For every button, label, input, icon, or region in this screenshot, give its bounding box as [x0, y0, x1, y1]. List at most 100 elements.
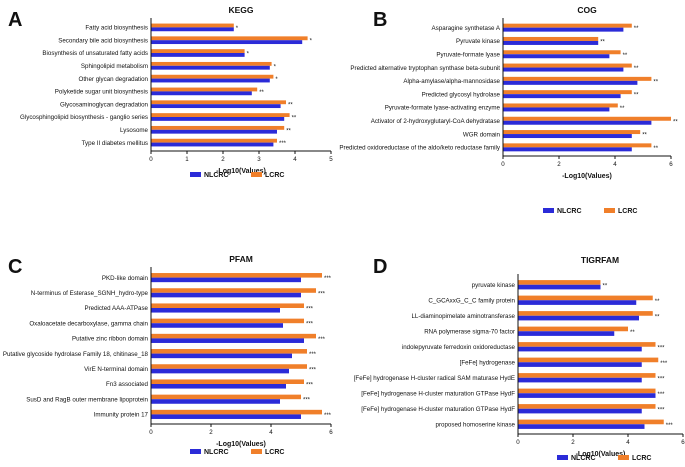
significance-mark: **	[673, 119, 678, 125]
significance-mark: ***	[666, 423, 674, 429]
significance-mark: ***	[324, 413, 332, 419]
bar-nlcrc	[151, 414, 301, 419]
bar-lcrc	[518, 357, 659, 363]
bar-lcrc	[503, 50, 621, 55]
bar-nlcrc	[151, 117, 285, 121]
category-label: Pyruvate-formate lyase	[436, 51, 500, 58]
bar-lcrc	[503, 23, 632, 28]
significance-mark: **	[620, 106, 625, 112]
bar-nlcrc	[518, 284, 601, 290]
category-label: Lysosome	[120, 127, 149, 134]
category-label: Predicted glycosyl hydrolase	[422, 91, 501, 98]
significance-mark: **	[292, 116, 297, 122]
category-label: Fatty acid biosynthesis	[85, 25, 148, 32]
bar-lcrc	[151, 273, 322, 278]
bar-nlcrc	[151, 292, 301, 298]
significance-mark: *	[275, 77, 278, 83]
panel-letter: D	[373, 256, 387, 278]
panel-title: PFAM	[229, 254, 253, 264]
bar-nlcrc	[503, 27, 624, 32]
significance-mark: *	[274, 64, 277, 70]
category-label: Biosynthesis of unsaturated fatty acids	[42, 50, 148, 57]
x-tick-label: 2	[209, 429, 213, 436]
panel-c: C PFAM PKD-like domain *** N-terminus of Est…	[3, 254, 333, 456]
bar-nlcrc	[151, 104, 281, 109]
bar-nlcrc	[503, 94, 621, 99]
legend-swatch-lcrc	[251, 172, 262, 177]
bar-lcrc	[518, 342, 656, 347]
bar-lcrc	[151, 333, 316, 339]
panel-d: D TIGRFAM pyruvate kinase ** C_GCAxxG_C_C fa…	[354, 255, 685, 462]
bar-lcrc	[151, 349, 307, 354]
bar-lcrc	[151, 100, 286, 105]
x-tick-label: 6	[669, 161, 673, 168]
panel-letter: B	[373, 9, 387, 31]
category-label: proposed homoserine kinase	[436, 421, 516, 428]
bar-nlcrc	[518, 424, 645, 429]
bar-lcrc	[503, 63, 632, 68]
x-tick-label: 6	[681, 439, 685, 446]
category-label: WGR domain	[463, 131, 501, 138]
bar-lcrc	[503, 36, 599, 41]
bar-lcrc	[503, 116, 671, 121]
bar-lcrc	[518, 326, 628, 332]
significance-mark: *	[310, 39, 313, 45]
significance-mark: **	[600, 39, 605, 45]
legend-label-lcrc: LCRC	[265, 449, 284, 456]
bar-lcrc	[151, 61, 272, 66]
bar-nlcrc	[151, 65, 270, 70]
bar-lcrc	[503, 90, 632, 95]
bar-lcrc	[151, 87, 258, 92]
bar-nlcrc	[518, 331, 615, 336]
category-label: SusD and RagB outer membrane lipoprotein	[26, 396, 148, 403]
bar-lcrc	[151, 318, 304, 324]
bar-lcrc	[151, 36, 308, 41]
bar-lcrc	[518, 388, 656, 394]
significance-mark: ***	[306, 383, 314, 389]
category-label: Activator of 2-hydroxyglutaryl-CoA dehyd…	[371, 118, 501, 125]
bar-nlcrc	[503, 134, 632, 139]
bar-lcrc	[151, 379, 304, 384]
x-tick-label: 0	[516, 439, 520, 446]
category-label: Putative glycoside hydrolase Family 18, …	[3, 351, 149, 358]
category-label: VirE N-terminal domain	[84, 366, 148, 373]
category-label: Oxaloacetate decarboxylase, gamma chain	[29, 320, 148, 327]
bar-nlcrc	[151, 308, 280, 313]
significance-mark: ***	[324, 276, 332, 282]
significance-mark: *	[247, 52, 250, 58]
panel-letter: A	[8, 9, 22, 31]
x-tick-label: 0	[149, 429, 153, 436]
category-label: [FeFe] hydrogenase	[460, 359, 516, 366]
category-label: RNA polymerase sigma-70 factor	[424, 328, 515, 335]
bar-nlcrc	[151, 91, 252, 96]
category-label: Alpha-amylase/alpha-mannosidase	[403, 78, 500, 85]
bar-lcrc	[151, 303, 304, 308]
category-label: pyruvate kinase	[472, 282, 516, 289]
x-tick-label: 1	[185, 156, 189, 163]
x-tick-label: 2	[221, 156, 225, 163]
bar-lcrc	[151, 364, 307, 369]
significance-mark: ***	[309, 352, 317, 358]
legend-swatch-nlcrc	[190, 172, 201, 177]
x-tick-label: 0	[149, 156, 153, 163]
category-label: Asparagine synthetase A	[432, 25, 501, 32]
significance-mark: **	[603, 283, 608, 289]
bar-lcrc	[151, 23, 234, 28]
bar-lcrc	[151, 49, 245, 53]
category-label: [FeFe] hydrogenase H-cluster maturation …	[361, 406, 515, 413]
category-label: C_GCAxxG_C_C family protein	[428, 297, 515, 304]
legend-label-lcrc: LCRC	[632, 455, 651, 462]
bar-nlcrc	[518, 300, 637, 305]
significance-mark: ***	[658, 376, 666, 382]
bar-nlcrc	[518, 393, 656, 398]
bar-nlcrc	[151, 353, 292, 359]
bar-nlcrc	[151, 27, 234, 32]
x-tick-label: 4	[626, 439, 630, 446]
category-label: Pyruvate-formate lyase-activating enzyme	[385, 105, 501, 112]
panel-title: KEGG	[228, 5, 253, 15]
significance-mark: **	[630, 330, 635, 336]
significance-mark: ***	[658, 392, 666, 398]
x-tick-label: 4	[269, 429, 273, 436]
legend-swatch-nlcrc	[557, 455, 568, 460]
